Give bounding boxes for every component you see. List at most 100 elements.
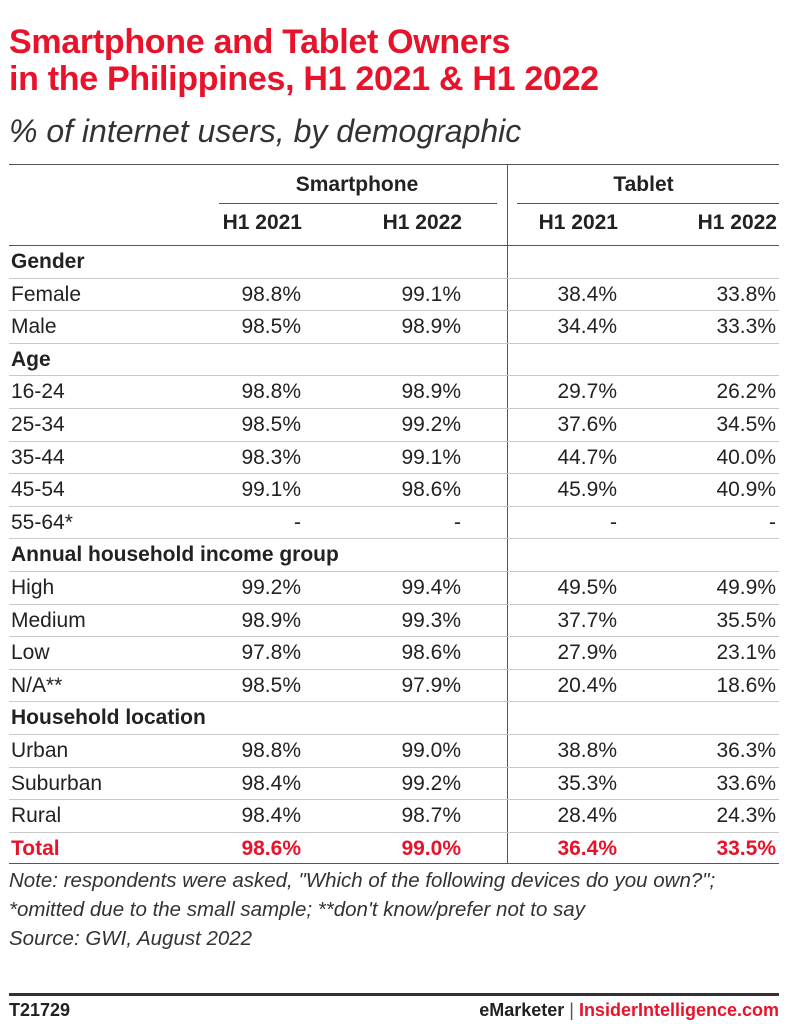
table-cell: 27.9% [557,641,617,665]
total-row: Total 98.6% 99.0% 36.4% 33.5% [9,831,779,865]
footer-brand: eMarketer | InsiderIntelligence.com [479,999,779,1021]
table-row: 55-64* - - - - [9,505,779,539]
table-cell: 33.6% [716,771,776,795]
table-cell: 34.5% [716,412,776,436]
section-header-row: Gender [9,245,779,278]
table-cell: 99.1% [241,478,301,502]
row-label: 55-64* [11,510,73,534]
table-cell: 99.4% [401,575,461,599]
table-cell: - [294,510,301,534]
table-cell: 98.6% [401,641,461,665]
table-cell: - [769,510,776,534]
table-cell: 36.3% [716,738,776,762]
table-cell: 99.2% [401,771,461,795]
table-cell: 24.3% [716,804,776,828]
section-header-row: Age [9,342,779,376]
table-cell: 98.3% [241,445,301,469]
table-cell: 97.9% [401,673,461,697]
section-label: Age [11,347,51,371]
table-cell: 29.7% [557,380,617,404]
section-label: Annual household income group [11,543,339,567]
chart-subtitle: % of internet users, by demographic [9,113,522,149]
table-top-rule [9,164,779,165]
table-cell: 49.9% [716,575,776,599]
table-cell: 99.0% [401,738,461,762]
table-cell: 98.5% [241,673,301,697]
table-row: Rural 98.4% 98.7% 28.4% 24.3% [9,799,779,832]
row-label: High [11,575,55,599]
table-cell: 33.3% [716,315,776,339]
table-cell: 99.3% [401,608,461,632]
table-cell: 35.5% [716,608,776,632]
table-cell: 99.1% [401,282,461,306]
table-row: N/A** 98.5% 97.9% 20.4% 18.6% [9,668,779,702]
column-group-tablet: Tablet [613,173,674,196]
table-row: High 99.2% 99.4% 49.5% 49.9% [9,570,779,604]
row-label: Medium [11,608,86,632]
table-cell: 99.0% [401,836,461,860]
table-cell: 98.5% [241,315,301,339]
brand-separator: | [569,1000,574,1020]
footer-rule [9,993,779,996]
table-cell: 34.4% [557,315,617,339]
table-cell: 98.9% [401,315,461,339]
row-label: Low [11,641,50,665]
table-cell: 28.4% [557,804,617,828]
title-line-2: in the Philippines, H1 2021 & H1 2022 [9,60,599,98]
table-row: 16-24 98.8% 98.9% 29.7% 26.2% [9,375,779,408]
table-cell: 98.9% [401,380,461,404]
tablet-group-rule [517,203,779,204]
row-label: Suburban [11,771,103,795]
brand-emarketer: eMarketer [479,1000,565,1020]
chart-notes: Note: respondents were asked, "Which of … [9,866,779,953]
row-label: 45-54 [11,478,65,502]
row-label: 16-24 [11,380,65,404]
row-label: Urban [11,738,69,762]
brand-insider-intelligence: InsiderIntelligence.com [578,1000,779,1020]
table-cell: 98.9% [241,608,301,632]
table-cell: - [454,510,461,534]
table-cell: 23.1% [716,641,776,665]
table-body: Gender Female 98.8% 99.1% 38.4% 33.8% Male 98.5… [9,245,779,865]
section-label: Gender [11,250,85,273]
section-header-row: Annual household income group [9,538,779,571]
table-row: Medium 98.9% 99.3% 37.7% 35.5% [9,603,779,637]
table-cell: 45.9% [557,478,617,502]
table-cell: 98.8% [241,738,301,762]
row-label: N/A** [11,673,63,697]
column-group-divider [507,164,508,864]
column-header-smartphone-h1-2021: H1 2021 [222,211,302,234]
table-cell: 44.7% [557,445,617,469]
table-cell: 37.6% [557,412,617,436]
source-text: Source: GWI, August 2022 [9,927,253,950]
row-label: Male [11,315,57,339]
table-cell: 97.8% [241,641,301,665]
table-cell: 98.6% [241,836,301,860]
table-cell: 99.2% [241,575,301,599]
table-row: Urban 98.8% 99.0% 38.8% 36.3% [9,733,779,767]
smartphone-group-rule [219,203,497,204]
note-text: Note: respondents were asked, "Which of … [9,869,716,921]
row-label: 25-34 [11,412,65,436]
table-row: 35-44 98.3% 99.1% 44.7% 40.0% [9,440,779,474]
table-cell: 98.4% [241,771,301,795]
table-cell: 37.7% [557,608,617,632]
row-label: Female [11,282,82,306]
table-cell: 98.4% [241,804,301,828]
table-row: 45-54 99.1% 98.6% 45.9% 40.9% [9,473,779,506]
table-cell: 98.7% [401,804,461,828]
row-label: 35-44 [11,445,65,469]
table-cell: 38.4% [557,282,617,306]
table-cell: 49.5% [557,575,617,599]
table-cell: 40.9% [716,478,776,502]
table-row: Suburban 98.4% 99.2% 35.3% 33.6% [9,766,779,800]
table-cell: 40.0% [716,445,776,469]
table-cell: 20.4% [557,673,617,697]
column-group-smartphone: Smartphone [295,173,419,196]
row-label: Rural [11,804,62,828]
table-row: Female 98.8% 99.1% 38.4% 33.8% [9,277,779,311]
title-line-1: Smartphone and Tablet Owners [9,23,511,61]
column-header-smartphone-h1-2022: H1 2022 [382,211,462,234]
table-cell: 18.6% [716,673,776,697]
